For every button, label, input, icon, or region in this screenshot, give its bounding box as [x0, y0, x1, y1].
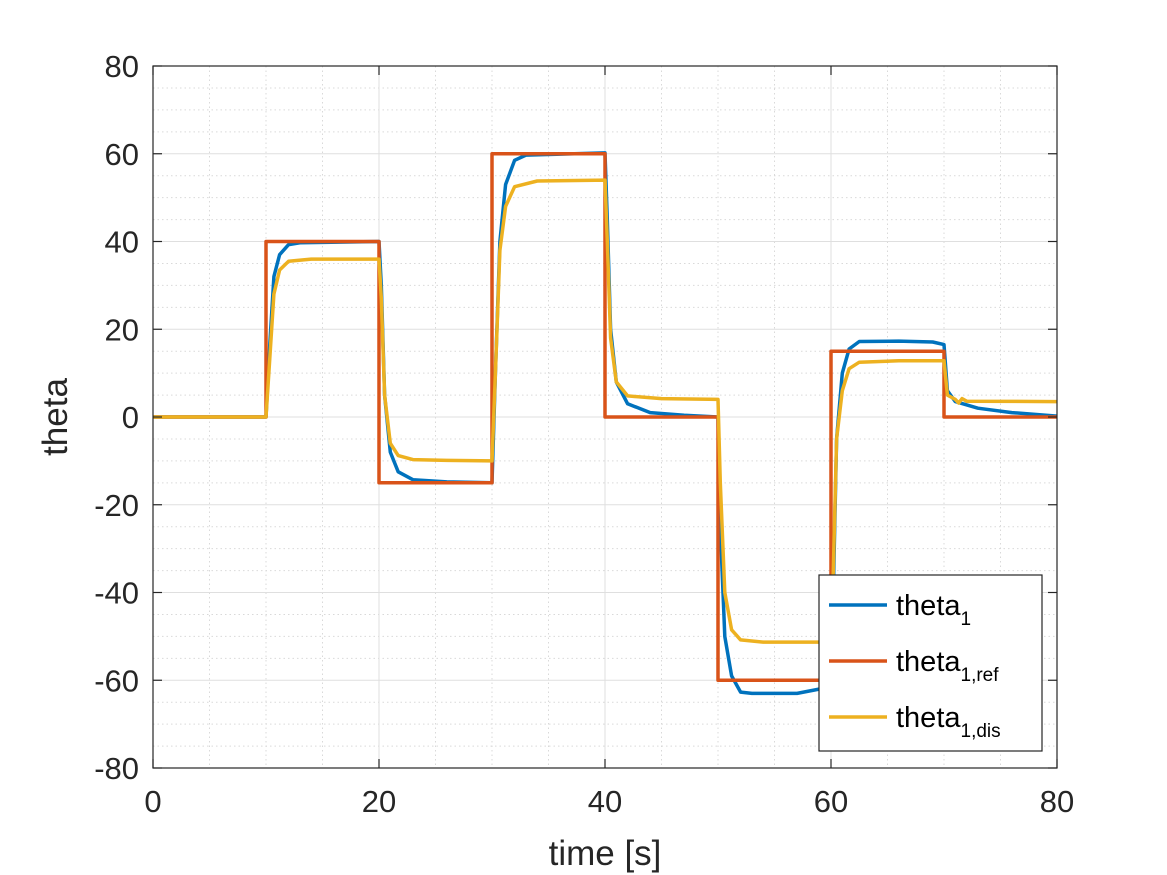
- y-axis-label: theta: [36, 378, 75, 456]
- y-tick-label: -80: [94, 751, 139, 786]
- y-tick-label: 60: [105, 137, 139, 172]
- y-tick-label: -20: [94, 488, 139, 523]
- x-tick-label: 40: [588, 784, 622, 819]
- y-tick-labels: -80 -60 -40 -20 0 20 40 60 80: [94, 49, 139, 786]
- y-tick-label: 20: [105, 312, 139, 347]
- series-line-3: [153, 178, 1058, 644]
- y-tick-label: 0: [122, 400, 139, 435]
- x-tick-label: 0: [144, 784, 161, 819]
- x-axis-label: time [s]: [549, 834, 662, 873]
- legend-label-3: theta1,dis: [896, 702, 1001, 742]
- series-layer: [153, 151, 1058, 696]
- legend: theta1 theta1,ref theta1,dis: [818, 574, 1043, 752]
- y-tick-label: 40: [105, 225, 139, 260]
- series-line-2: [153, 152, 1057, 683]
- x-tick-label: 80: [1040, 784, 1074, 819]
- y-tick-label: -60: [94, 663, 139, 698]
- legend-label-2: theta1,ref: [896, 646, 999, 686]
- x-tick-label: 60: [814, 784, 848, 819]
- y-tick-label: 80: [105, 49, 139, 84]
- y-tick-label: -40: [94, 576, 139, 611]
- axis-ticks: [152, 65, 1058, 769]
- x-tick-label: 20: [362, 784, 396, 819]
- x-tick-labels: 0 20 40 60 80: [144, 784, 1074, 819]
- legend-label-1: theta1: [896, 590, 971, 630]
